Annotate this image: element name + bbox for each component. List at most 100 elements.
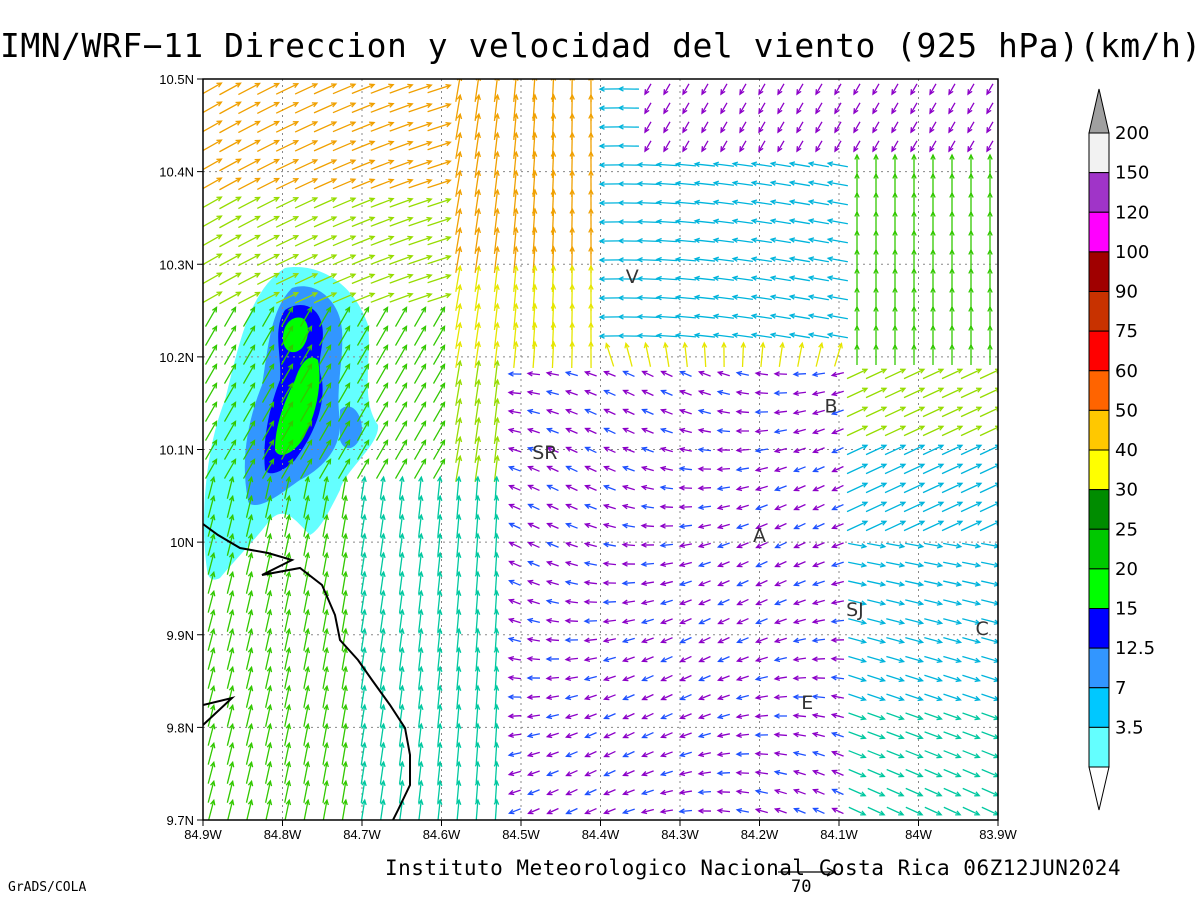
wind-arrow — [332, 83, 357, 95]
wind-arrow — [408, 178, 433, 189]
wind-arrow — [636, 162, 659, 168]
wind-arrow — [643, 341, 652, 367]
wind-arrow — [617, 295, 640, 301]
wind-arrow — [207, 741, 216, 765]
wind-arrow — [546, 770, 559, 777]
wind-arrow — [370, 273, 395, 284]
wind-arrow — [550, 340, 557, 369]
wind-arrow — [203, 291, 223, 304]
wind-arrow — [256, 120, 281, 133]
wind-arrow — [507, 465, 521, 472]
wind-arrow — [284, 494, 292, 518]
wind-arrow — [455, 416, 463, 444]
wind-arrow — [256, 234, 281, 247]
wind-arrow — [811, 390, 826, 397]
wind-arrow — [245, 494, 254, 518]
wind-arrow — [280, 325, 294, 346]
wind-arrow — [922, 425, 945, 437]
wind-arrow — [245, 532, 254, 556]
city-label-c: C — [975, 618, 988, 640]
wind-arrow — [203, 158, 223, 171]
wind-arrow — [493, 475, 500, 500]
wind-arrow — [313, 140, 338, 152]
wind-arrow — [769, 161, 791, 168]
legend-label: 12.5 — [1115, 638, 1155, 659]
wind-arrow — [617, 276, 640, 282]
wind-arrow — [545, 637, 560, 643]
wind-arrow — [507, 408, 522, 415]
wind-arrow — [264, 741, 273, 765]
wind-arrow — [812, 503, 825, 511]
wind-arrow — [735, 694, 749, 701]
wind-arrow — [598, 86, 621, 92]
wind-arrow — [792, 371, 807, 377]
wind-arrow — [351, 178, 376, 190]
wind-arrow — [394, 363, 408, 384]
wind-arrow — [436, 722, 443, 747]
wind-arrow — [322, 722, 329, 746]
wind-arrow — [788, 294, 810, 301]
wind-arrow — [865, 482, 888, 494]
wind-arrow — [507, 371, 522, 377]
wind-arrow — [256, 215, 281, 228]
wind-arrow — [678, 389, 692, 396]
wind-arrow — [848, 768, 867, 778]
city-label-sj: SJ — [846, 599, 864, 621]
wind-arrow — [769, 332, 791, 339]
wind-arrow — [811, 371, 826, 377]
y-tick-label: 10.4N — [159, 165, 194, 180]
wind-arrow — [436, 760, 443, 785]
wind-arrow — [731, 294, 753, 301]
wind-arrow — [436, 627, 443, 652]
wind-arrow — [294, 197, 319, 209]
wind-arrow — [360, 684, 367, 708]
wind-arrow — [872, 83, 880, 96]
wind-arrow — [226, 665, 235, 689]
wind-arrow — [788, 218, 810, 225]
wind-arrow — [773, 675, 788, 682]
legend-label: 20 — [1115, 559, 1138, 580]
wind-arrow — [370, 178, 395, 189]
wind-arrow — [379, 513, 386, 537]
wind-arrow — [698, 655, 711, 663]
wind-arrow — [735, 656, 749, 663]
wind-arrow — [873, 305, 879, 327]
wind-arrow — [924, 655, 944, 664]
wind-arrow — [660, 370, 673, 378]
wind-arrow — [830, 656, 845, 662]
wind-arrow — [351, 140, 376, 152]
wind-arrow — [322, 608, 329, 632]
wind-arrow — [905, 542, 925, 549]
wind-arrow — [455, 798, 462, 820]
wind-arrow — [941, 387, 964, 399]
wind-arrow — [432, 458, 446, 479]
wind-arrow — [854, 305, 860, 327]
wind-arrow — [436, 646, 443, 671]
wind-arrow — [598, 257, 621, 263]
wind-arrow — [735, 789, 750, 795]
wind-arrow — [294, 292, 319, 304]
wind-arrow — [398, 741, 405, 765]
wind-arrow — [436, 779, 443, 804]
wind-arrow — [773, 788, 787, 795]
wind-arrow — [949, 229, 955, 251]
wind-arrow — [886, 674, 906, 683]
y-tick-label: 9.8N — [167, 720, 194, 735]
wind-arrow — [903, 482, 926, 494]
wind-arrow — [474, 570, 481, 595]
wind-arrow — [659, 465, 674, 472]
wind-arrow — [602, 580, 617, 586]
wind-arrow — [226, 608, 235, 632]
wind-arrow — [712, 199, 735, 206]
wind-arrow — [474, 321, 482, 349]
wind-arrow — [905, 618, 925, 625]
wind-arrow — [716, 504, 731, 511]
wind-arrow — [474, 150, 482, 178]
wind-arrow — [811, 637, 826, 643]
wind-arrow — [322, 798, 329, 820]
wind-arrow — [698, 694, 711, 701]
coastline — [203, 523, 411, 820]
wind-arrow — [531, 340, 538, 369]
wind-arrow — [886, 561, 906, 568]
city-label-sr: SR — [532, 442, 557, 464]
